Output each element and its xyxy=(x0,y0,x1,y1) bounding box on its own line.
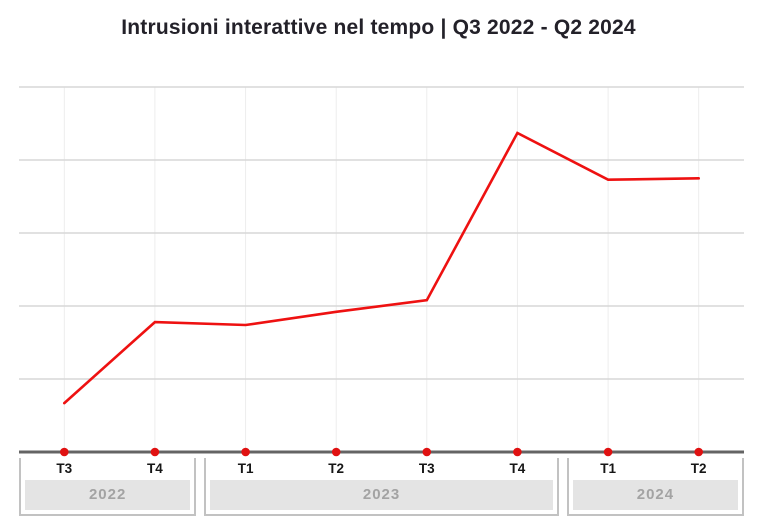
x-tick-dot xyxy=(331,447,341,457)
x-tick-label: T2 xyxy=(328,461,345,476)
x-tick-label: T3 xyxy=(418,461,435,476)
x-tick-label: T2 xyxy=(690,461,707,476)
x-tick-dot xyxy=(422,447,432,457)
x-tick-dot xyxy=(60,447,69,457)
x-tick-dot xyxy=(150,447,160,457)
year-band-label: 2022 xyxy=(25,480,191,510)
chart-title: Intrusioni interattive nel tempo | Q3 20… xyxy=(121,16,636,39)
x-tick-dot xyxy=(603,447,613,457)
x-tick-dot xyxy=(694,447,703,457)
year-group-2024: 2024 xyxy=(566,458,745,516)
x-tick-label: T4 xyxy=(147,461,163,476)
year-band-label: 2023 xyxy=(210,480,553,510)
x-tick-dot xyxy=(241,447,250,457)
year-group-2023: 2023 xyxy=(204,458,559,516)
x-tick-label: T4 xyxy=(509,461,526,476)
year-band-label: 2024 xyxy=(572,480,739,510)
x-tick-label: T3 xyxy=(56,461,73,476)
intrusions-line-series xyxy=(63,131,701,405)
x-tick-dot xyxy=(513,447,522,457)
x-tick-label: T1 xyxy=(600,461,616,476)
x-tick-label: T1 xyxy=(237,461,254,476)
year-group-2022: 2022 xyxy=(19,458,197,516)
